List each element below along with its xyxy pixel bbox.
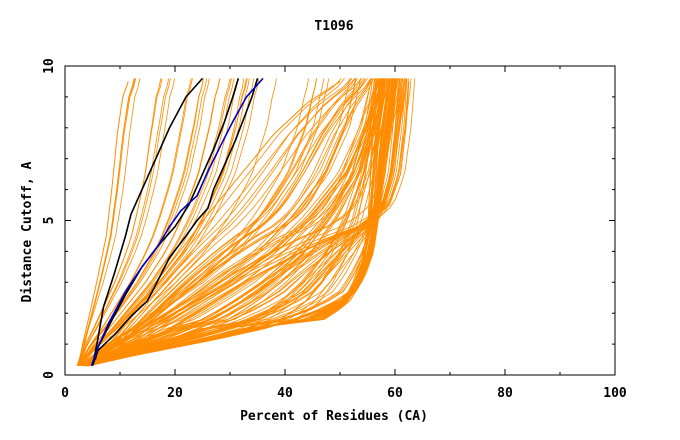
model-line bbox=[78, 78, 255, 366]
model-line bbox=[78, 78, 163, 366]
x-tick-label: 100 bbox=[603, 386, 627, 401]
model-line bbox=[79, 78, 239, 366]
x-axis-label: Percent of Residues (CA) bbox=[240, 409, 428, 424]
x-tick-label: 40 bbox=[277, 386, 293, 401]
y-tick-labels: 0 5 10 bbox=[42, 58, 57, 379]
model-line bbox=[86, 81, 385, 367]
model-line bbox=[77, 78, 141, 366]
model-line bbox=[81, 78, 377, 367]
model-line bbox=[86, 78, 342, 366]
model-line bbox=[84, 78, 382, 367]
model-line bbox=[88, 78, 368, 367]
y-tick-label: 5 bbox=[42, 217, 57, 225]
model-line bbox=[78, 81, 129, 366]
model-line bbox=[82, 78, 375, 367]
model-line bbox=[84, 78, 388, 367]
model-line bbox=[88, 78, 416, 367]
highlight-line bbox=[91, 78, 259, 366]
model-line bbox=[77, 78, 245, 366]
highlight-line bbox=[94, 78, 240, 360]
model-line bbox=[86, 81, 396, 367]
y-tick-label: 0 bbox=[42, 371, 57, 379]
x-tick-label: 0 bbox=[61, 386, 69, 401]
model-line bbox=[81, 78, 231, 366]
model-line bbox=[87, 78, 356, 367]
x-tick-label: 80 bbox=[497, 386, 513, 401]
model-line bbox=[84, 78, 400, 367]
chart-title: T1096 bbox=[314, 19, 353, 34]
axis-ticks bbox=[64, 65, 616, 376]
model-line bbox=[84, 78, 399, 367]
model-line bbox=[81, 78, 351, 367]
x-tick-label: 20 bbox=[167, 386, 183, 401]
x-tick-label: 60 bbox=[387, 386, 403, 401]
y-tick-label: 10 bbox=[42, 58, 57, 74]
model-line bbox=[86, 81, 410, 367]
y-axis-label: Distance Cutoff, A bbox=[20, 161, 35, 302]
model-line bbox=[87, 78, 391, 367]
model-line bbox=[86, 78, 372, 367]
model-line bbox=[79, 78, 247, 366]
model-line bbox=[79, 78, 250, 366]
highlight-line bbox=[90, 77, 264, 366]
model-line bbox=[79, 78, 221, 366]
x-tick-labels: 0 20 40 60 80 100 bbox=[61, 386, 627, 401]
model-line bbox=[85, 78, 386, 367]
model-line bbox=[78, 78, 192, 366]
model-line bbox=[88, 78, 362, 367]
model-line bbox=[84, 78, 356, 367]
model-line bbox=[82, 78, 379, 367]
model-line bbox=[81, 81, 379, 367]
model-line bbox=[77, 78, 175, 366]
model-line bbox=[81, 78, 309, 366]
model-line bbox=[84, 78, 372, 367]
model-line bbox=[85, 78, 382, 367]
model-line bbox=[78, 78, 277, 366]
highlight-line bbox=[91, 77, 204, 366]
line-bundle bbox=[76, 77, 416, 367]
model-line bbox=[79, 78, 137, 366]
model-line bbox=[84, 78, 384, 367]
